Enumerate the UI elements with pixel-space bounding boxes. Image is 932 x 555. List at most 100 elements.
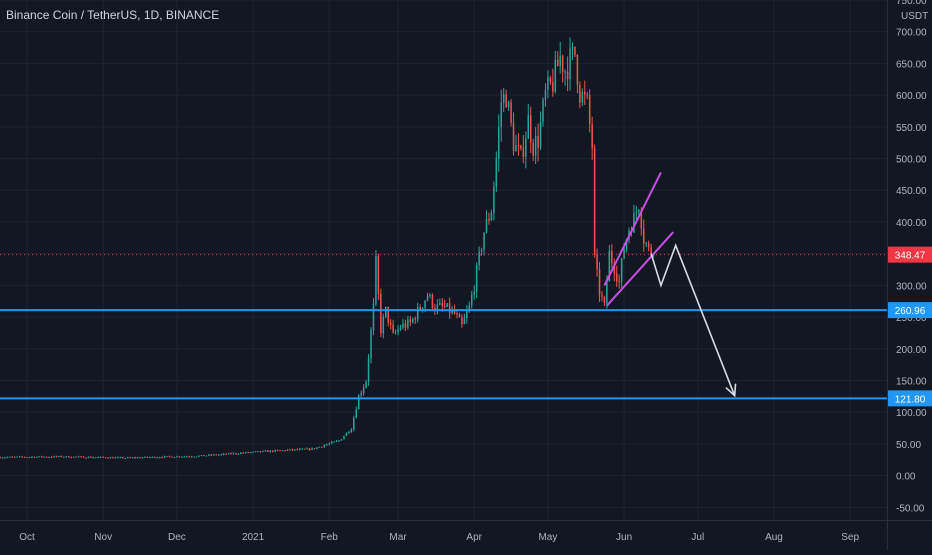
candle-body (635, 211, 638, 214)
candle-body (333, 441, 335, 443)
candle-body (104, 457, 107, 459)
candle-body (340, 439, 343, 441)
candle-body (296, 449, 299, 451)
candle-body (443, 306, 446, 308)
candle-body (365, 381, 367, 388)
candle-body (542, 99, 544, 122)
candle-body (18, 456, 21, 458)
x-tick-label: Nov (94, 532, 112, 543)
y-tick-label: 50.00 (896, 440, 921, 451)
candle-body (45, 456, 48, 458)
candle-body (478, 251, 480, 265)
candle-body (537, 136, 539, 148)
candle-body (493, 186, 495, 213)
candle-body (598, 269, 601, 296)
candle-body (367, 358, 370, 382)
candle-body (414, 318, 417, 320)
candle-body (448, 303, 451, 314)
candle-body (468, 305, 471, 312)
candle-body (158, 457, 161, 459)
y-tick-label: 500.00 (896, 155, 927, 166)
candle-body (645, 243, 647, 245)
candle-body (625, 239, 628, 250)
candle-body (596, 254, 598, 270)
candle-body (345, 432, 348, 437)
candle-body (210, 454, 213, 456)
candle-body (458, 314, 461, 318)
candle-body (466, 311, 468, 319)
candle-body (360, 393, 362, 396)
candle-body (407, 319, 409, 328)
candle-body (559, 55, 561, 67)
candle-body (262, 450, 264, 452)
candle-body (269, 450, 272, 452)
candle-body (335, 440, 338, 442)
candle-body (198, 455, 200, 457)
candle-body (520, 145, 522, 149)
candle-body (299, 448, 301, 450)
candle-body (188, 456, 190, 458)
candle-body (601, 295, 603, 297)
candle-body (286, 450, 289, 452)
candle-body (259, 451, 262, 453)
candle-body (399, 327, 402, 330)
candle-body (370, 330, 372, 359)
candle-body (463, 318, 466, 325)
candle-body (95, 457, 97, 459)
candle-body (222, 453, 225, 455)
currency-label: USDT (901, 11, 928, 22)
candle-body (48, 456, 50, 458)
candle-body (11, 456, 14, 458)
candle-body (579, 84, 581, 103)
candle-body (611, 250, 613, 264)
candle-body (217, 454, 220, 456)
y-tick-label: 0.00 (896, 472, 916, 483)
candle-body (281, 450, 284, 452)
candle-body (99, 456, 102, 458)
candle-body (213, 454, 215, 456)
candle-body (328, 443, 331, 445)
candle-body (151, 456, 154, 458)
candle-body (313, 448, 316, 450)
channel-line (603, 172, 662, 286)
candle-body (257, 451, 259, 453)
candle-body (426, 296, 429, 301)
candle-body (109, 457, 112, 459)
candle-body (208, 454, 210, 456)
candle-body (136, 457, 139, 459)
candle-body (4, 457, 6, 459)
candle-body (439, 303, 441, 305)
chart-title: Binance Coin / TetherUS, 1D, BINANCE (6, 8, 220, 22)
candle-body (362, 387, 365, 394)
candle-body (424, 300, 426, 308)
candle-body (50, 456, 53, 458)
candle-body (475, 264, 478, 292)
candle-body (539, 121, 542, 148)
candle-body (176, 456, 178, 458)
candle-body (502, 94, 505, 103)
candle-body (240, 452, 242, 454)
candle-body (90, 456, 92, 458)
drawings (0, 172, 887, 400)
candle-body (306, 448, 308, 450)
candle-body (566, 71, 569, 80)
price-label: 121.80 (895, 394, 926, 405)
candle-body (168, 456, 171, 458)
candle-body (633, 213, 635, 233)
candle-body (640, 210, 643, 229)
candle-body (527, 115, 530, 139)
candle-body (529, 115, 532, 143)
candle-body (473, 291, 475, 295)
candle-body (498, 126, 500, 159)
candle-body (647, 243, 650, 248)
candle-body (429, 294, 431, 297)
candle-body (156, 457, 159, 459)
candle-body (321, 446, 323, 448)
candle-body (85, 457, 87, 459)
candle-body (623, 249, 625, 259)
candle-body (470, 294, 473, 306)
candle-body (338, 440, 340, 442)
x-tick-label: Mar (389, 532, 407, 543)
